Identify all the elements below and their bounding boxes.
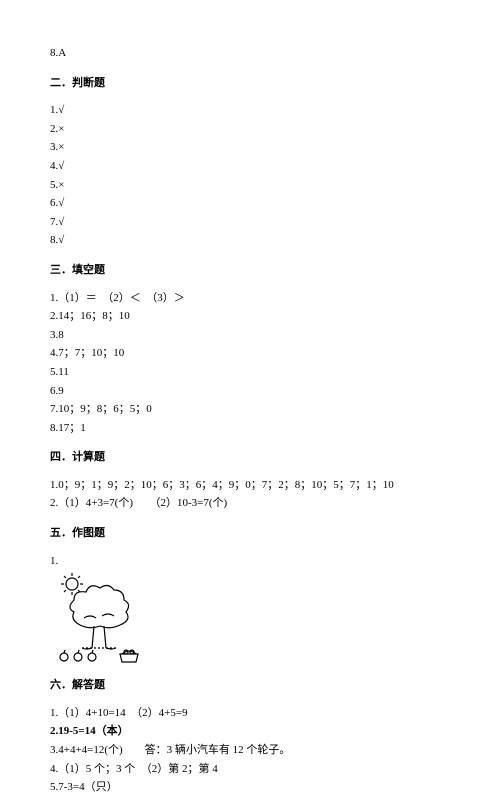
- list-item: 2.19-5=14（本）: [50, 723, 450, 741]
- list-item: 1.（1）＝ （2）＜ （3）＞: [50, 290, 450, 308]
- list-item: 7.√: [50, 214, 450, 232]
- list-item: 3.×: [50, 139, 450, 157]
- section-6-title: 六．解答题: [50, 677, 450, 695]
- list-item: 1.（1）4+10=14 （2）4+5=9: [50, 705, 450, 723]
- list-item: 2.14；16；8；10: [50, 308, 450, 326]
- list-item: 4.（1）5 个；3 个 （2）第 2；第 4: [50, 761, 450, 779]
- section-4-title: 四．计算题: [50, 449, 450, 467]
- top-answer: 8.A: [50, 45, 450, 63]
- section-5-title: 五．作图题: [50, 525, 450, 543]
- section-6-items: 1.（1）4+10=14 （2）4+5=9 2.19-5=14（本） 3.4+4…: [50, 705, 450, 797]
- list-item: 4.√: [50, 158, 450, 176]
- list-item: 2.（1）4+3=7(个) （2）10-3=7(个): [50, 495, 450, 513]
- list-item: 6.9: [50, 383, 450, 401]
- list-item: 1.0；9；1；9；2；10；6；3；6；4；9；0；7；2；8；10；5；7；…: [50, 477, 450, 495]
- list-item: 5.7-3=4（只）: [50, 779, 450, 797]
- section-2-items: 1.√ 2.× 3.× 4.√ 5.× 6.√ 7.√ 8.√: [50, 102, 450, 250]
- list-item: 7.10；9；8；6；5；0: [50, 401, 450, 419]
- section-3-items: 1.（1）＝ （2）＜ （3）＞ 2.14；16；8；10 3.8 4.7；7；…: [50, 290, 450, 438]
- list-item: 8.√: [50, 232, 450, 250]
- list-item: 3.8: [50, 327, 450, 345]
- list-item: 5.×: [50, 177, 450, 195]
- drawing-area: 1.: [50, 553, 450, 666]
- tree-sun-drawing: [50, 570, 160, 665]
- section-4-items: 1.0；9；1；9；2；10；6；3；6；4；9；0；7；2；8；10；5；7；…: [50, 477, 450, 513]
- list-item: 1.√: [50, 102, 450, 120]
- section-3-title: 三．填空题: [50, 262, 450, 280]
- section-2-title: 二．判断题: [50, 75, 450, 93]
- list-item: 5.11: [50, 364, 450, 382]
- list-item: 2.×: [50, 121, 450, 139]
- list-item: 4.7；7；10；10: [50, 345, 450, 363]
- drawing-label: 1.: [50, 553, 58, 571]
- list-item: 8.17；1: [50, 420, 450, 438]
- list-item: 3.4+4+4=12(个) 答：3 辆小汽车有 12 个轮子。: [50, 742, 450, 760]
- list-item: 6.√: [50, 195, 450, 213]
